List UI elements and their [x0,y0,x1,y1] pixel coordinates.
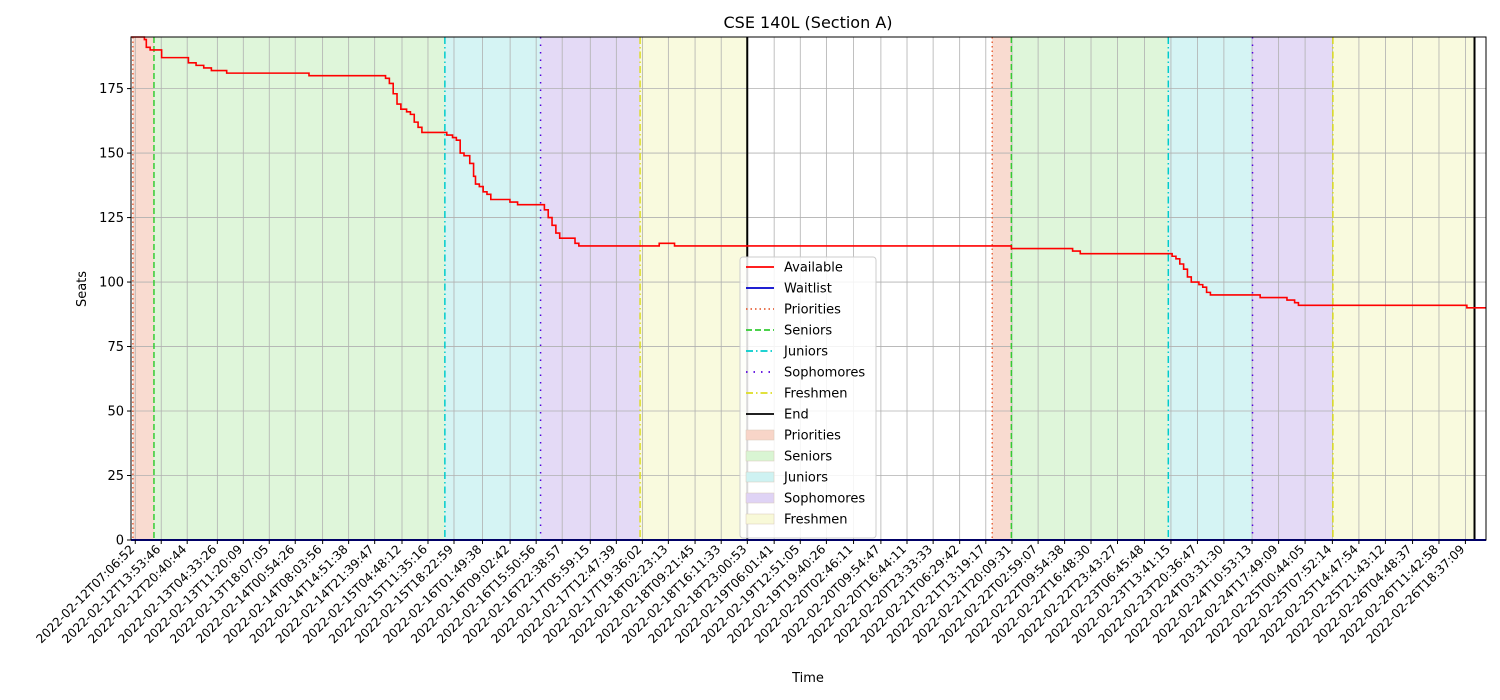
legend-label: Seniors [784,450,832,465]
legend-label: Sophomores [784,366,865,381]
legend-label: Available [784,261,843,276]
legend-label: Juniors [783,345,828,360]
legend-swatch-patch [745,450,775,462]
legend-label: Juniors [783,471,828,486]
legend-swatch-patch [745,429,775,441]
y-tick-label: 25 [107,469,124,484]
phase-spans [132,37,1475,540]
x-axis: 2022-02-12T07:06:522022-02-12T13:53:4620… [33,540,1468,646]
y-tick-label: 0 [116,534,124,549]
y-tick-label: 50 [107,405,124,420]
y-axis: 0 25 50 75 100 125 150 175 [99,82,131,549]
phase-span-freshmen [640,37,748,540]
legend-label: Seniors [784,324,832,339]
phase-span-seniors [1011,37,1169,540]
phase-span-priorities [992,37,1012,540]
y-tick-label: 125 [99,211,124,226]
series-line-available [131,36,1486,309]
y-tick-label: 175 [99,82,124,97]
y-axis-label: Seats [75,271,90,307]
legend-swatch-patch [745,513,775,525]
legend-label: Priorities [784,429,841,444]
phase-span-sophomores [1252,37,1333,540]
legend-swatch-patch [745,492,775,504]
legend-label: Priorities [784,303,841,318]
phase-span-juniors [1168,37,1253,540]
plot-frame [130,36,1487,541]
y-tick-label: 150 [99,147,124,162]
legend-label: End [784,408,809,423]
phase-span-priorities [132,37,154,540]
phase-span-juniors [444,37,541,540]
phase-span-seniors [153,37,445,540]
legend-label: Freshmen [784,513,848,528]
legend-label: Waitlist [784,282,832,297]
legend-swatch-patch [745,471,775,483]
y-tick-label: 75 [107,340,124,355]
legend-label: Freshmen [784,387,848,402]
phase-span-freshmen [1332,37,1475,540]
legend-box [739,256,877,539]
x-axis-label: Time [791,671,824,686]
legend: Available Waitlist Priorities Seniors Junior… [739,256,877,539]
chart-title: CSE 140L (Section A) [723,13,892,32]
legend-label: Sophomores [784,492,865,507]
y-tick-label: 100 [99,276,124,291]
